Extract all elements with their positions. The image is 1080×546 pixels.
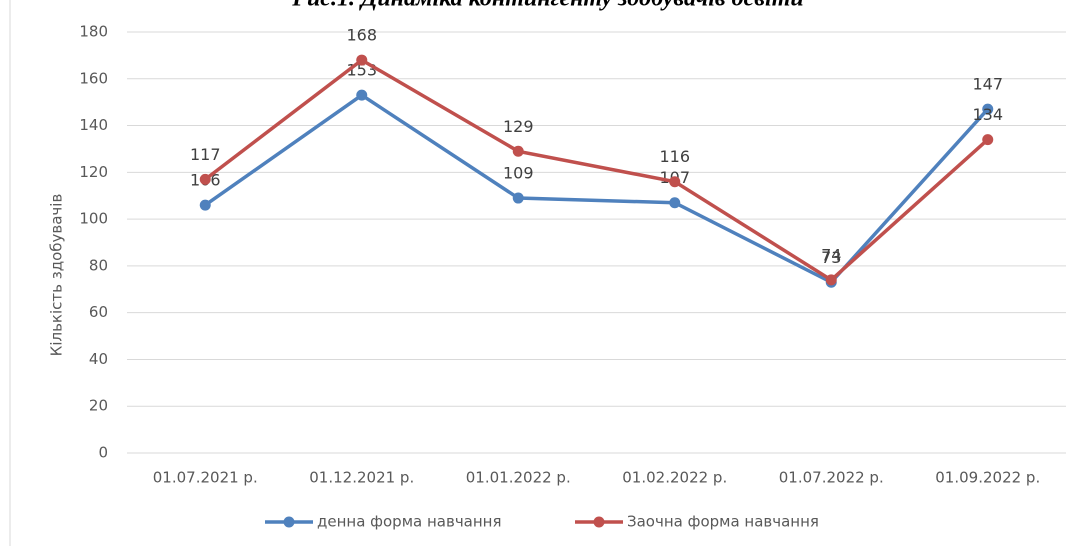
y-tick-label: 60 [89,303,108,321]
data-label: 74 [821,245,841,264]
data-label: 73 [821,248,841,267]
series-line [204,57,989,283]
point [356,89,368,101]
legend-marker [593,516,605,528]
point [512,192,524,204]
x-tick-label: 01.07.2022 р. [779,469,884,487]
series-line [204,93,990,285]
data-label: 168 [346,26,377,45]
y-tick-label: 0 [98,444,108,462]
x-tick-label: 01.07.2021 р. [153,469,258,487]
point [199,173,211,185]
data-label: 109 [503,164,534,183]
chart-title: Рис.1. Динаміка контингенту здобувачів о… [291,0,803,12]
y-tick-label: 180 [79,23,108,41]
point [669,197,681,209]
point [199,199,211,211]
y-tick-label: 80 [89,256,108,274]
x-tick-label: 01.01.2022 р. [466,469,571,487]
point [356,54,368,66]
data-label: 134 [972,105,1003,124]
y-tick-label: 40 [89,350,108,368]
data-label: 116 [659,147,690,166]
y-axis-label: Кількість здобувачів [48,194,66,357]
x-tick-label: 01.09.2022 р. [935,469,1040,487]
data-label: 147 [972,75,1003,94]
y-tick-label: 140 [79,116,108,134]
legend-label: Заочна форма навчання [627,513,819,531]
y-tick-label: 120 [79,163,108,181]
data-label: 129 [503,117,534,136]
point [982,134,994,146]
y-tick-label: 160 [79,69,108,87]
point [669,176,681,188]
point [825,274,837,286]
x-tick-label: 01.12.2021 р. [309,469,414,487]
y-tick-label: 100 [79,210,108,228]
y-tick-label: 20 [89,397,108,415]
data-label: 117 [190,145,221,164]
point [982,103,994,115]
legend-marker [283,516,295,528]
x-tick-label: 01.02.2022 р. [622,469,727,487]
legend-label: денна форма навчання [317,513,502,531]
point [512,145,524,157]
